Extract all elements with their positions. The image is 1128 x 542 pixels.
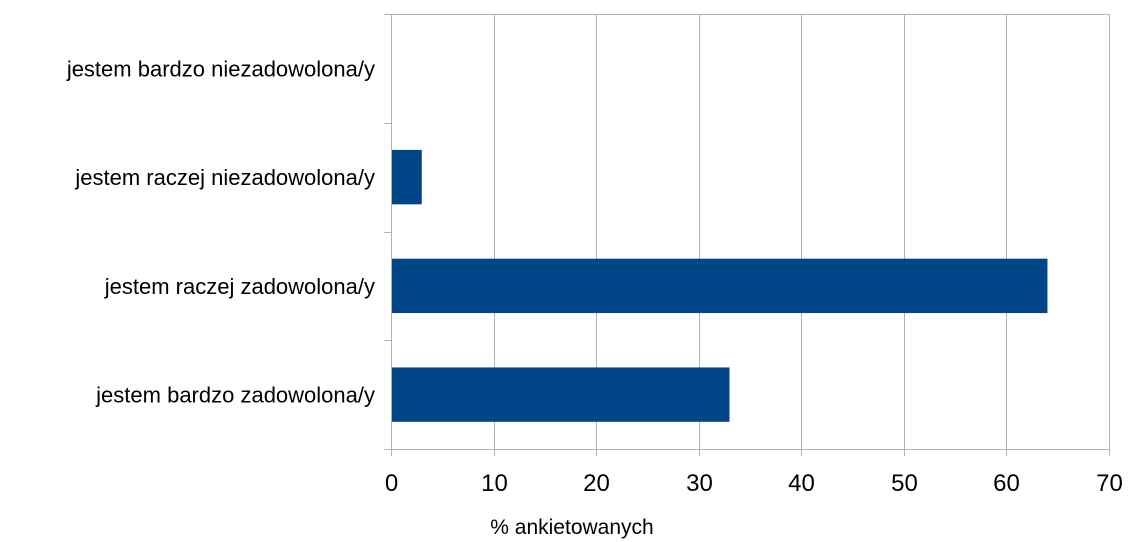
x-tick-label: 10 — [481, 470, 508, 497]
x-tick-label: 20 — [583, 470, 610, 497]
bar — [392, 149, 422, 205]
category-label: jestem raczej niezadowolona/y — [74, 165, 375, 190]
bars — [392, 149, 1048, 422]
category-label: jestem raczej zadowolona/y — [104, 274, 375, 299]
x-tick-label: 60 — [993, 470, 1020, 497]
category-label: jestem bardzo zadowolona/y — [95, 383, 375, 408]
x-tick-label: 50 — [891, 470, 918, 497]
category-labels: jestem bardzo zadowolona/y jestem raczej … — [66, 56, 375, 407]
bar — [392, 258, 1048, 314]
x-tick-label: 70 — [1096, 470, 1123, 497]
x-tick-label: 30 — [686, 470, 713, 497]
x-tick-label: 40 — [788, 470, 815, 497]
gridlines — [391, 14, 1110, 456]
bar — [392, 367, 730, 422]
category-label: jestem bardzo niezadowolona/y — [66, 56, 375, 81]
x-tick-label: 0 — [385, 470, 398, 497]
x-tick-labels: 0 10 20 30 40 50 60 70 — [385, 470, 1123, 497]
x-axis-title: % ankietowanych — [490, 516, 653, 539]
axes — [384, 14, 1109, 450]
